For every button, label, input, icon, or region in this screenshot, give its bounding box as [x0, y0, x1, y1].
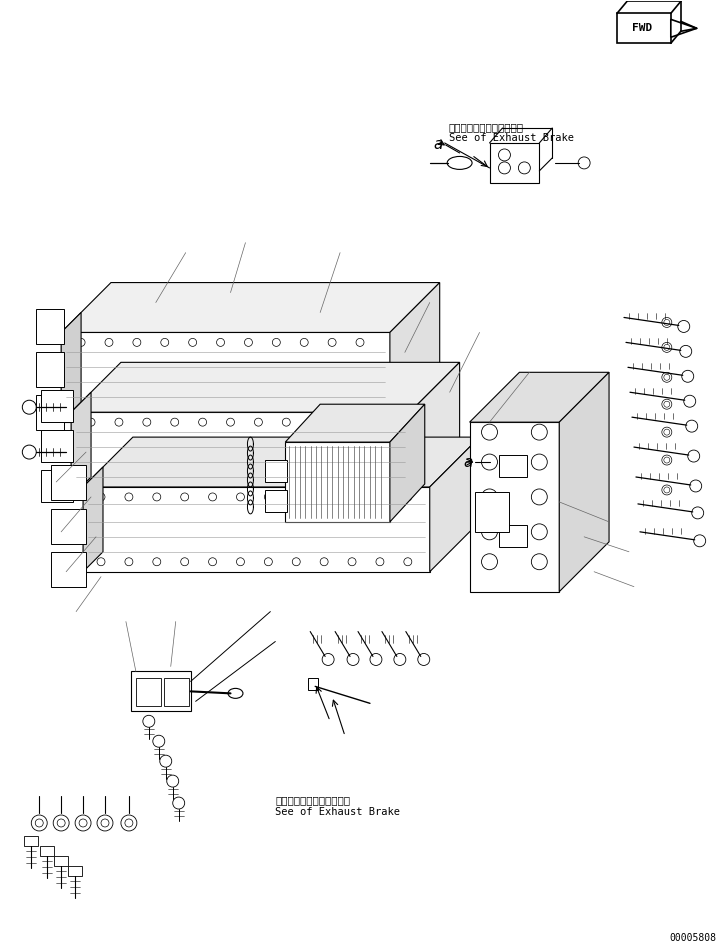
Circle shape	[121, 815, 137, 831]
Bar	[164, 679, 189, 706]
Polygon shape	[470, 422, 559, 591]
Text: エキゾーストブレーキ参照: エキゾーストブレーキ参照	[449, 122, 523, 131]
Ellipse shape	[447, 156, 472, 169]
Polygon shape	[617, 13, 671, 43]
Bar	[41, 430, 73, 462]
Circle shape	[167, 775, 179, 787]
Ellipse shape	[228, 688, 243, 699]
Text: エキゾーストブレーキ参照: エキゾーストブレーキ参照	[275, 796, 350, 805]
Bar	[36, 309, 64, 345]
Text: See of Exhaust Brake: See of Exhaust Brake	[449, 133, 573, 143]
Polygon shape	[671, 19, 696, 37]
Polygon shape	[410, 363, 460, 497]
Polygon shape	[71, 363, 460, 412]
Polygon shape	[83, 467, 103, 572]
Polygon shape	[559, 372, 609, 591]
Bar	[41, 390, 73, 422]
Bar	[51, 509, 86, 544]
Text: FWD: FWD	[632, 23, 652, 33]
Polygon shape	[489, 143, 539, 183]
Polygon shape	[131, 671, 190, 711]
Bar	[266, 490, 287, 512]
Bar	[500, 455, 527, 477]
Bar	[285, 442, 390, 522]
Polygon shape	[430, 437, 479, 572]
Circle shape	[153, 735, 165, 747]
Bar	[41, 470, 73, 502]
Polygon shape	[390, 405, 425, 522]
Polygon shape	[83, 487, 430, 572]
Circle shape	[31, 815, 47, 831]
Circle shape	[53, 815, 69, 831]
Polygon shape	[71, 392, 91, 497]
Bar	[36, 352, 64, 387]
Bar	[51, 465, 86, 500]
Polygon shape	[470, 372, 609, 422]
Circle shape	[173, 797, 185, 809]
Bar	[308, 679, 318, 690]
Bar	[68, 866, 82, 876]
Bar	[41, 846, 54, 856]
Polygon shape	[474, 492, 510, 532]
Bar	[25, 836, 38, 846]
Text: See of Exhaust Brake: See of Exhaust Brake	[275, 807, 400, 817]
Text: 00005808: 00005808	[670, 933, 717, 942]
Circle shape	[22, 446, 36, 459]
Circle shape	[75, 815, 91, 831]
Circle shape	[143, 715, 155, 727]
Circle shape	[97, 815, 113, 831]
Circle shape	[418, 653, 430, 665]
Bar	[500, 525, 527, 546]
Bar	[136, 679, 161, 706]
Text: a: a	[433, 137, 442, 152]
Polygon shape	[71, 412, 410, 497]
Circle shape	[322, 653, 334, 665]
Bar	[36, 395, 64, 430]
Circle shape	[370, 653, 382, 665]
Polygon shape	[61, 283, 439, 332]
Polygon shape	[61, 312, 81, 422]
Bar	[51, 552, 86, 586]
Bar	[54, 856, 68, 866]
Polygon shape	[390, 283, 439, 422]
Bar	[266, 460, 287, 482]
Circle shape	[347, 653, 359, 665]
Circle shape	[160, 755, 172, 767]
Text: a: a	[463, 454, 472, 469]
Polygon shape	[83, 437, 479, 487]
Circle shape	[22, 400, 36, 414]
Polygon shape	[285, 405, 425, 442]
Circle shape	[394, 653, 406, 665]
Polygon shape	[61, 332, 390, 422]
